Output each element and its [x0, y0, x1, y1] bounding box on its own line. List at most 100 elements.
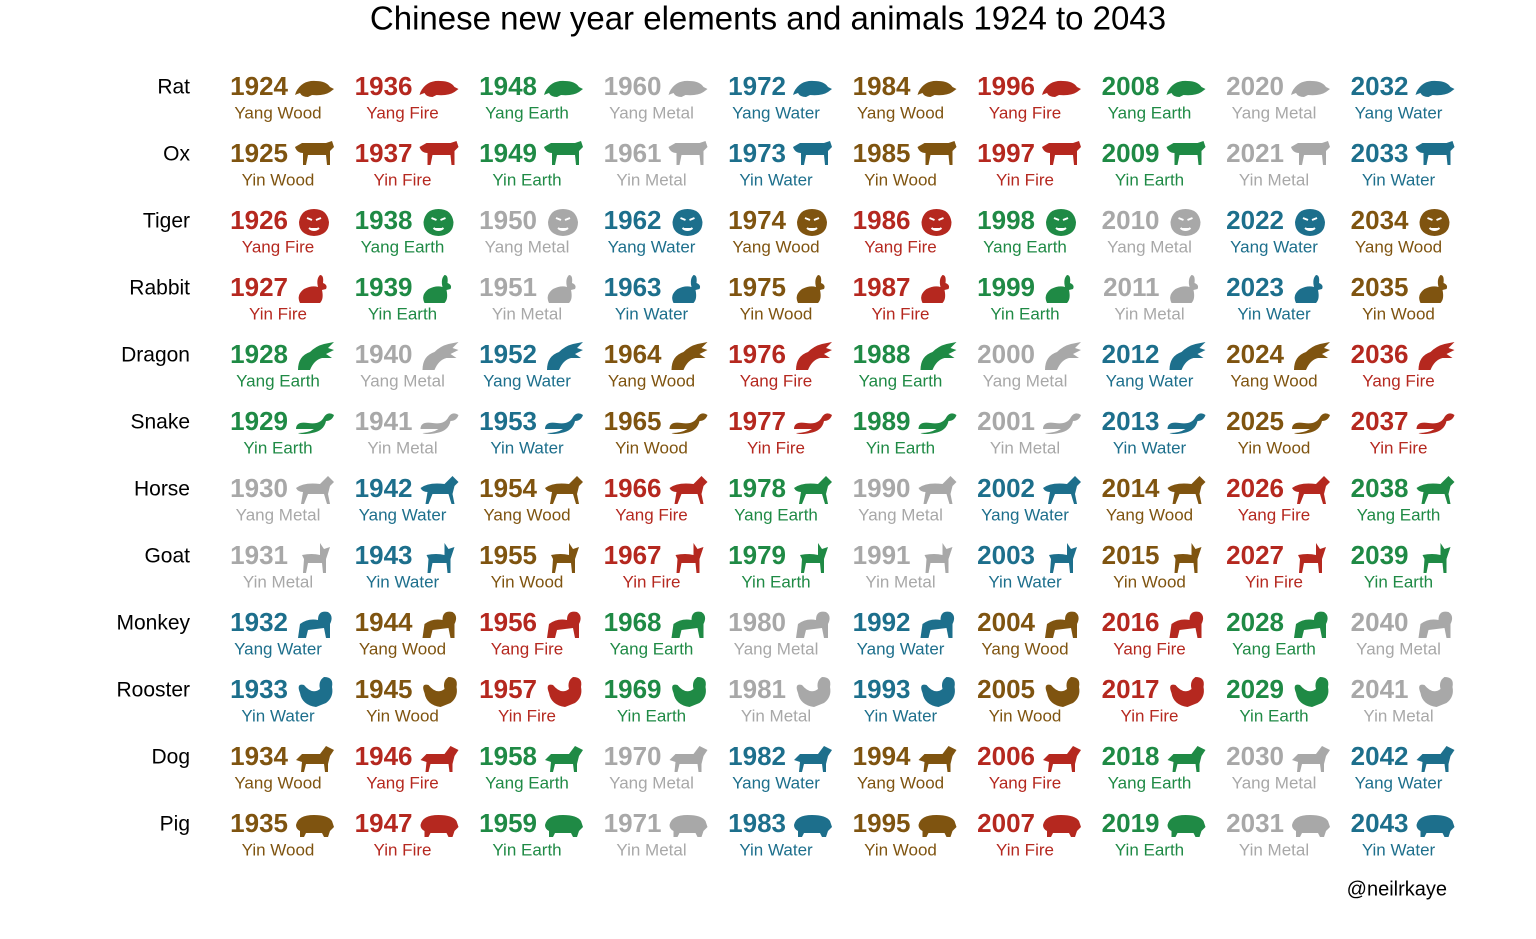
element-label: Yang Earth — [236, 371, 320, 390]
element-label: Yang Wood — [234, 103, 321, 122]
element-label: Yin Fire — [249, 304, 307, 323]
element-label: Yin Wood — [491, 572, 564, 591]
element-label: Yang Water — [1230, 237, 1318, 256]
animal-icon — [917, 80, 957, 97]
element-label: Yin Fire — [996, 170, 1054, 189]
year-cell: 1979 Yin Earth — [728, 540, 828, 591]
animal-icon — [547, 275, 576, 303]
animal-icon — [1422, 543, 1451, 573]
animal-icon — [672, 275, 701, 303]
year: 1985 — [853, 138, 911, 168]
animal-label: Monkey — [116, 612, 190, 635]
animal-icon — [295, 80, 334, 97]
element-label: Yang Earth — [610, 639, 694, 658]
year: 1966 — [604, 473, 662, 503]
year: 1936 — [355, 71, 413, 101]
animal-icon — [1045, 275, 1074, 303]
year-cell: 1937 Yin Fire — [355, 138, 459, 189]
animal-icon — [794, 746, 832, 772]
year: 1978 — [728, 473, 786, 503]
animal-label: Ox — [163, 143, 190, 166]
year-cell: 1976 Yang Fire — [728, 339, 832, 390]
year: 1991 — [853, 540, 911, 570]
animal-icon — [671, 342, 708, 370]
year-cell: 2038 Yang Earth — [1351, 473, 1455, 524]
year-cell: 2027 Yin Fire — [1226, 540, 1326, 591]
year: 1929 — [230, 406, 288, 436]
animal-icon — [1042, 141, 1081, 165]
year: 1924 — [230, 71, 288, 101]
year-cell: 1944 Yang Wood — [355, 607, 457, 658]
element-label: Yang Earth — [859, 371, 943, 390]
year-cell: 1947 Yin Fire — [355, 808, 459, 859]
year-cell: 1942 Yang Water — [355, 473, 459, 524]
animal-icon — [1170, 275, 1199, 303]
year: 1952 — [479, 339, 537, 369]
element-label: Yang Water — [732, 773, 820, 792]
element-label: Yang Metal — [1232, 103, 1317, 122]
year-cell: 1938 Yang Earth — [355, 205, 456, 256]
year: 1954 — [479, 473, 537, 503]
element-label: Yang Metal — [609, 103, 694, 122]
year: 2018 — [1102, 741, 1160, 771]
year: 1946 — [355, 741, 413, 771]
element-label: Yang Water — [1355, 773, 1443, 792]
year: 2030 — [1226, 741, 1284, 771]
year: 2028 — [1226, 607, 1284, 637]
year-cell: 1952 Yang Water — [479, 339, 583, 390]
animal-icon — [921, 677, 955, 707]
year: 2013 — [1102, 406, 1160, 436]
animal-label: Rooster — [116, 679, 190, 702]
animal-icon — [920, 342, 957, 370]
year-cell: 2017 Yin Fire — [1102, 674, 1204, 725]
year: 1928 — [230, 339, 288, 369]
animal-icon — [1167, 413, 1206, 434]
year: 2036 — [1351, 339, 1409, 369]
credit: @neilrkaye — [1347, 878, 1447, 900]
year: 2039 — [1351, 540, 1409, 570]
title: Chinese new year elements and animals 19… — [370, 0, 1166, 37]
year: 2022 — [1226, 205, 1284, 235]
year-cell: 2039 Yin Earth — [1351, 540, 1451, 591]
year-cell: 1988 Yang Earth — [853, 339, 957, 390]
year: 1955 — [479, 540, 537, 570]
year-cell: 2015 Yin Wood — [1102, 540, 1202, 591]
year-cell: 2026 Yang Fire — [1226, 473, 1330, 524]
animal-icon — [423, 275, 452, 303]
year-cell: 2024 Yang Wood — [1226, 339, 1330, 390]
year: 2023 — [1226, 272, 1284, 302]
animal-icon — [793, 141, 832, 165]
animal-icon — [1416, 413, 1455, 434]
animal-icon — [1166, 80, 1206, 97]
animal-icon — [668, 141, 708, 165]
year-cell: 1950 Yang Metal — [479, 205, 581, 256]
element-label: Yin Metal — [1363, 706, 1433, 725]
element-label: Yin Metal — [492, 304, 562, 323]
animal-icon — [296, 206, 332, 239]
year-cell: 1932 Yang Water — [230, 607, 332, 658]
year-cell: 1941 Yin Metal — [355, 406, 459, 457]
year: 1992 — [853, 607, 911, 637]
year-cell: 1992 Yang Water — [853, 607, 955, 658]
element-label: Yin Water — [1362, 840, 1436, 859]
animal-icon — [1166, 141, 1206, 165]
year: 2027 — [1226, 540, 1284, 570]
element-label: Yin Wood — [864, 170, 937, 189]
year: 2001 — [977, 406, 1035, 436]
animal-icon — [669, 815, 708, 837]
year: 2004 — [977, 607, 1035, 637]
animal-icon — [420, 413, 459, 434]
year: 2035 — [1351, 272, 1409, 302]
element-label: Yin Fire — [374, 170, 432, 189]
animal-icon — [420, 815, 459, 837]
year: 1943 — [355, 540, 413, 570]
element-label: Yang Fire — [989, 773, 1061, 792]
year: 1941 — [355, 406, 413, 436]
year-cell: 1953 Yin Water — [479, 406, 583, 457]
year: 2006 — [977, 741, 1035, 771]
year-cell: 1959 Yin Earth — [479, 808, 583, 859]
year-cell: 1929 Yin Earth — [230, 406, 334, 457]
animal-icon — [918, 476, 957, 504]
year: 1939 — [355, 272, 413, 302]
element-label: Yin Wood — [615, 438, 688, 457]
